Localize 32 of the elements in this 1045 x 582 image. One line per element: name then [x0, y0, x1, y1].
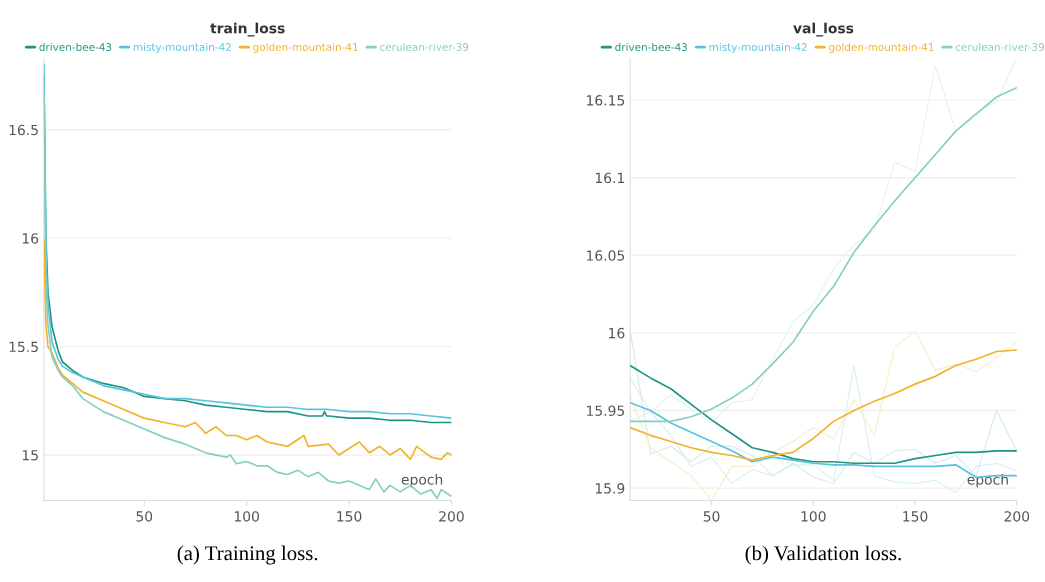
- x-tick-label: 100: [801, 511, 826, 522]
- legend-label: misty-mountain-42: [709, 42, 807, 53]
- x-tick-label: 150: [903, 511, 928, 522]
- legend-label: driven-bee-43: [615, 42, 688, 51]
- chart-title: val_loss: [793, 22, 854, 37]
- x-tick-label: 200: [439, 511, 464, 522]
- y-tick-label: 16: [609, 327, 625, 339]
- text: (b) Validation loss.: [745, 545, 901, 565]
- x-tick-label: 200: [1004, 511, 1030, 522]
- text: (a) Training loss.: [177, 545, 318, 565]
- y-tick-label: 15.95: [587, 405, 625, 416]
- y-tick-label: 16.05: [587, 250, 625, 261]
- y-tick-label: 16.15: [587, 95, 625, 106]
- y-tick-label: 16: [22, 233, 39, 244]
- x-axis-title: epoch: [401, 473, 443, 488]
- x-tick-label: 50: [136, 511, 153, 522]
- legend-label: cerulean-river-39: [380, 42, 469, 51]
- y-tick-label: 15: [22, 450, 38, 461]
- y-tick-label: 15.9: [595, 483, 625, 494]
- legend-label: golden-mountain-41: [253, 42, 358, 53]
- y-tick-label: 16.1: [595, 172, 624, 184]
- legend-label: driven-bee-43: [39, 42, 112, 51]
- y-tick-label: 16.5: [9, 124, 38, 136]
- y-tick-label: 15.5: [9, 341, 38, 353]
- legend-label: misty-mountain-42: [133, 42, 231, 53]
- x-axis-title: epoch: [967, 473, 1008, 488]
- x-tick-label: 50: [703, 511, 720, 522]
- legend-label: cerulean-river-39: [955, 42, 1045, 51]
- legend-label: golden-mountain-41: [829, 42, 934, 53]
- x-tick-label: 100: [234, 511, 259, 522]
- x-tick-label: 150: [337, 511, 362, 522]
- chart-title: train_loss: [210, 22, 285, 37]
